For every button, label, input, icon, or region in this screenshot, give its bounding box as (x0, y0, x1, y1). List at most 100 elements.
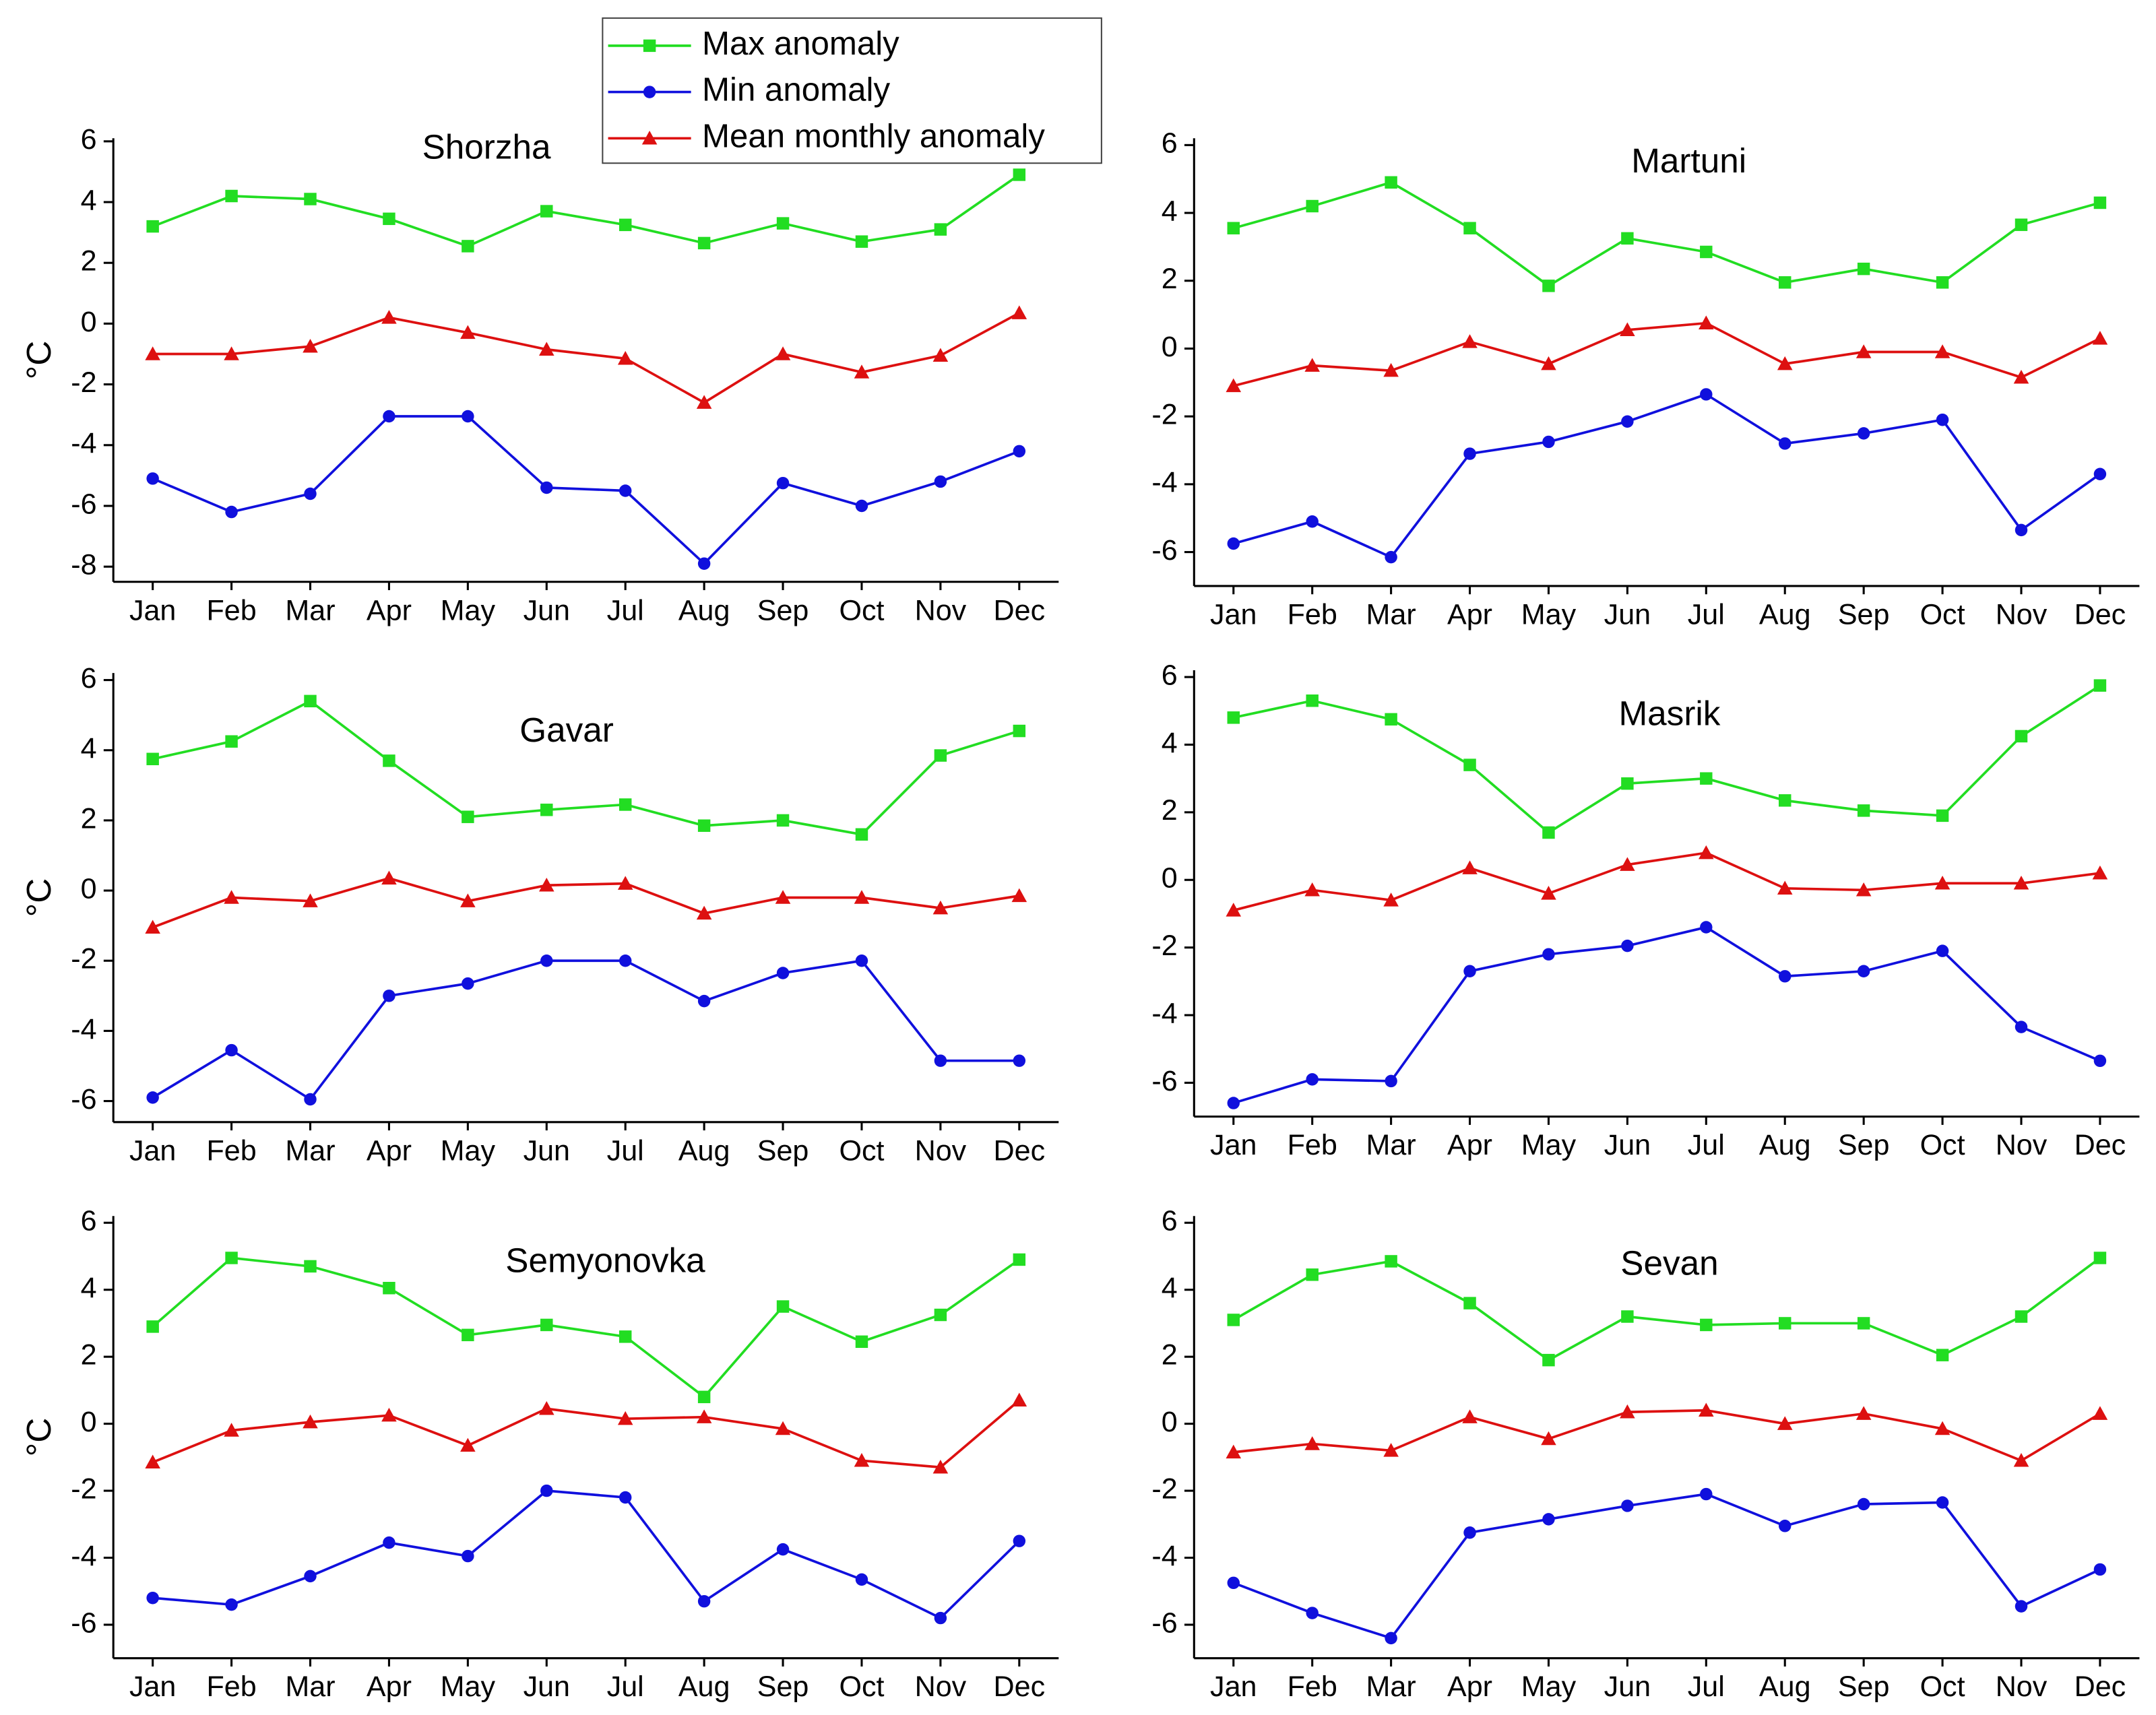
x-tick-label: Feb (1288, 1671, 1337, 1703)
marker (145, 346, 160, 360)
panel: -6 -4 -2 0 2 4 6 Jan Feb Mar Apr May Jun Jul Aug Sep Oct… (1151, 659, 2140, 1161)
marker (1013, 445, 1026, 458)
marker (855, 828, 868, 841)
marker (462, 1328, 474, 1342)
marker (540, 954, 553, 967)
marker (1011, 888, 1027, 903)
marker (540, 804, 553, 816)
marker (2013, 875, 2029, 890)
marker (854, 364, 870, 379)
chart-title: Sevan (1620, 1244, 1718, 1283)
x-tick-label: Jul (1688, 1671, 1725, 1703)
marker (1621, 1310, 1634, 1323)
marker (1385, 1255, 1397, 1268)
marker (1013, 1253, 1026, 1266)
chart-title: Gavar (519, 711, 614, 749)
marker (304, 193, 317, 205)
marker (855, 954, 868, 967)
series-line (1233, 393, 2101, 559)
marker (1620, 322, 1635, 337)
y-tick-label: 6 (81, 662, 97, 694)
marker (460, 325, 476, 339)
marker (619, 484, 632, 497)
marker (1306, 515, 1319, 528)
marker (855, 235, 868, 248)
y-axis-label: °C (20, 878, 58, 917)
marker (1936, 276, 1949, 289)
marker (460, 893, 476, 907)
marker (1857, 965, 1870, 978)
marker (1936, 944, 1949, 957)
y-tick-label: -4 (1151, 466, 1177, 498)
marker (1777, 880, 1793, 895)
marker (1306, 1268, 1319, 1281)
marker (1936, 1496, 1949, 1509)
panel: -6 -4 -2 0 2 4 6 Jan Feb Mar Apr May Jun Jul Aug Sep Oct… (1151, 1205, 2140, 1703)
marker (697, 1390, 711, 1404)
marker (383, 754, 395, 767)
marker (1621, 939, 1634, 952)
marker (1542, 948, 1555, 961)
marker (1779, 276, 1792, 289)
x-tick-label: Nov (1996, 1129, 2048, 1161)
x-tick-label: Oct (839, 594, 884, 626)
y-tick-label: 2 (1162, 794, 1178, 827)
marker (776, 476, 790, 490)
y-tick-label: 2 (81, 245, 97, 278)
marker (2093, 1252, 2107, 1264)
marker (1541, 356, 1556, 370)
y-tick-label: 4 (1162, 195, 1178, 227)
y-tick-label: -6 (1151, 1607, 1177, 1639)
marker (381, 1407, 397, 1422)
x-tick-label: Apr (1447, 598, 1492, 630)
marker (1542, 1513, 1555, 1526)
marker (1227, 711, 1240, 724)
marker (1777, 356, 1793, 370)
marker (303, 893, 318, 907)
x-tick-label: Sep (1838, 1671, 1890, 1703)
y-tick-label: 0 (1162, 331, 1178, 363)
x-tick-label: Jan (1210, 598, 1257, 630)
marker (855, 499, 868, 513)
marker (697, 1594, 711, 1608)
x-tick-label: Nov (915, 594, 967, 626)
x-tick-label: Feb (1288, 598, 1337, 630)
x-tick-label: Oct (1920, 1671, 1965, 1703)
marker (1856, 882, 1872, 897)
marker (619, 954, 632, 967)
marker (1779, 794, 1792, 807)
marker (697, 994, 711, 1008)
marker (1621, 1499, 1634, 1512)
marker (224, 346, 239, 360)
marker (1462, 334, 1478, 348)
y-tick-label: 4 (1162, 1272, 1178, 1304)
marker (145, 919, 160, 934)
marker (1463, 1526, 1476, 1539)
marker (775, 1421, 791, 1435)
marker (1936, 413, 1949, 426)
y-tick-label: -4 (71, 1013, 96, 1045)
x-tick-label: Aug (678, 1671, 730, 1703)
marker (617, 351, 633, 365)
x-tick-label: Jun (524, 1134, 570, 1167)
marker (1542, 280, 1555, 292)
marker (225, 735, 238, 748)
marker (304, 1570, 317, 1583)
marker (1306, 1073, 1319, 1086)
marker (1463, 1297, 1476, 1309)
x-tick-label: Nov (915, 1134, 967, 1167)
marker (934, 1308, 947, 1322)
series-line (1233, 321, 2101, 387)
x-tick-label: Jan (129, 1671, 176, 1703)
x-tick-label: Mar (1366, 1671, 1416, 1703)
marker (2093, 1563, 2107, 1576)
marker (1463, 447, 1476, 460)
marker (303, 1414, 318, 1429)
marker (1383, 1443, 1399, 1457)
x-tick-label: Oct (839, 1671, 884, 1703)
y-tick-label: -6 (1151, 1065, 1177, 1097)
y-axis-label: °C (20, 341, 58, 380)
series-line (152, 173, 1020, 248)
marker (1621, 415, 1634, 428)
